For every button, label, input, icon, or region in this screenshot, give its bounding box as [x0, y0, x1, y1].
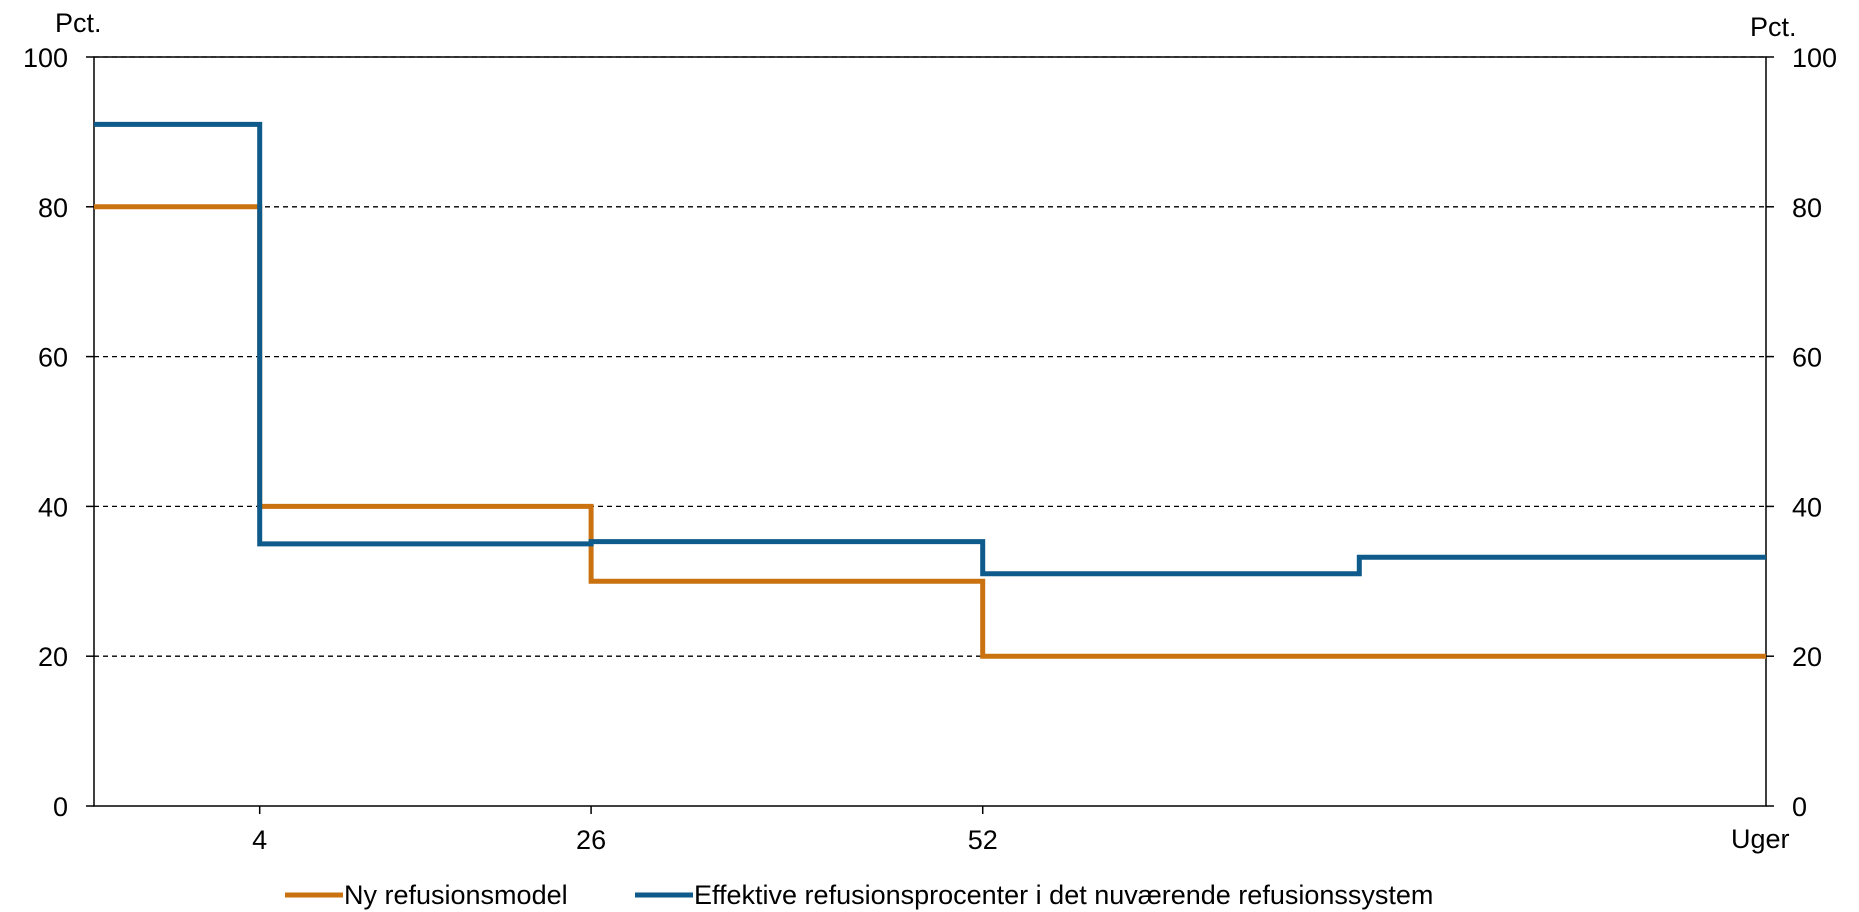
right-axis-unit-label: Pct. [1750, 12, 1797, 42]
left-axis-unit-label: Pct. [55, 8, 102, 38]
left-y-tick-label: 80 [38, 193, 68, 223]
x-tick-label: 4 [252, 825, 267, 855]
right-y-tick-label: 0 [1792, 792, 1807, 822]
right-y-axis: 0 20 40 60 80 100 [1766, 43, 1837, 822]
series-line-0 [94, 204, 1766, 659]
right-y-tick-label: 100 [1792, 43, 1837, 73]
right-y-tick-label: 80 [1792, 193, 1822, 223]
x-axis-unit-label: Uger [1731, 824, 1790, 854]
left-y-tick-label: 100 [23, 43, 68, 73]
left-y-tick-label: 40 [38, 492, 68, 522]
plot-area-frame [93, 56, 1767, 807]
x-tick-label: 52 [968, 825, 998, 855]
legend-label-ny-refusionsmodel: Ny refusionsmodel [344, 880, 568, 910]
left-y-axis: 0 20 40 60 80 100 [23, 43, 94, 822]
grid-lines [94, 56, 1766, 657]
legend-label-effektive-refusionsprocenter: Effektive refusionsprocenter i det nuvær… [694, 880, 1433, 910]
x-axis: 4 26 52 [252, 806, 998, 855]
left-y-tick-label: 0 [53, 792, 68, 822]
right-y-tick-label: 40 [1792, 492, 1822, 522]
x-tick-label: 26 [576, 825, 606, 855]
legend: Ny refusionsmodel Effektive refusionspro… [285, 880, 1433, 910]
series-line-1 [94, 121, 1766, 577]
right-y-tick-label: 20 [1792, 642, 1822, 672]
left-y-tick-label: 20 [38, 642, 68, 672]
right-y-tick-label: 60 [1792, 343, 1822, 373]
left-y-tick-label: 60 [38, 343, 68, 373]
series-lines [94, 121, 1766, 659]
